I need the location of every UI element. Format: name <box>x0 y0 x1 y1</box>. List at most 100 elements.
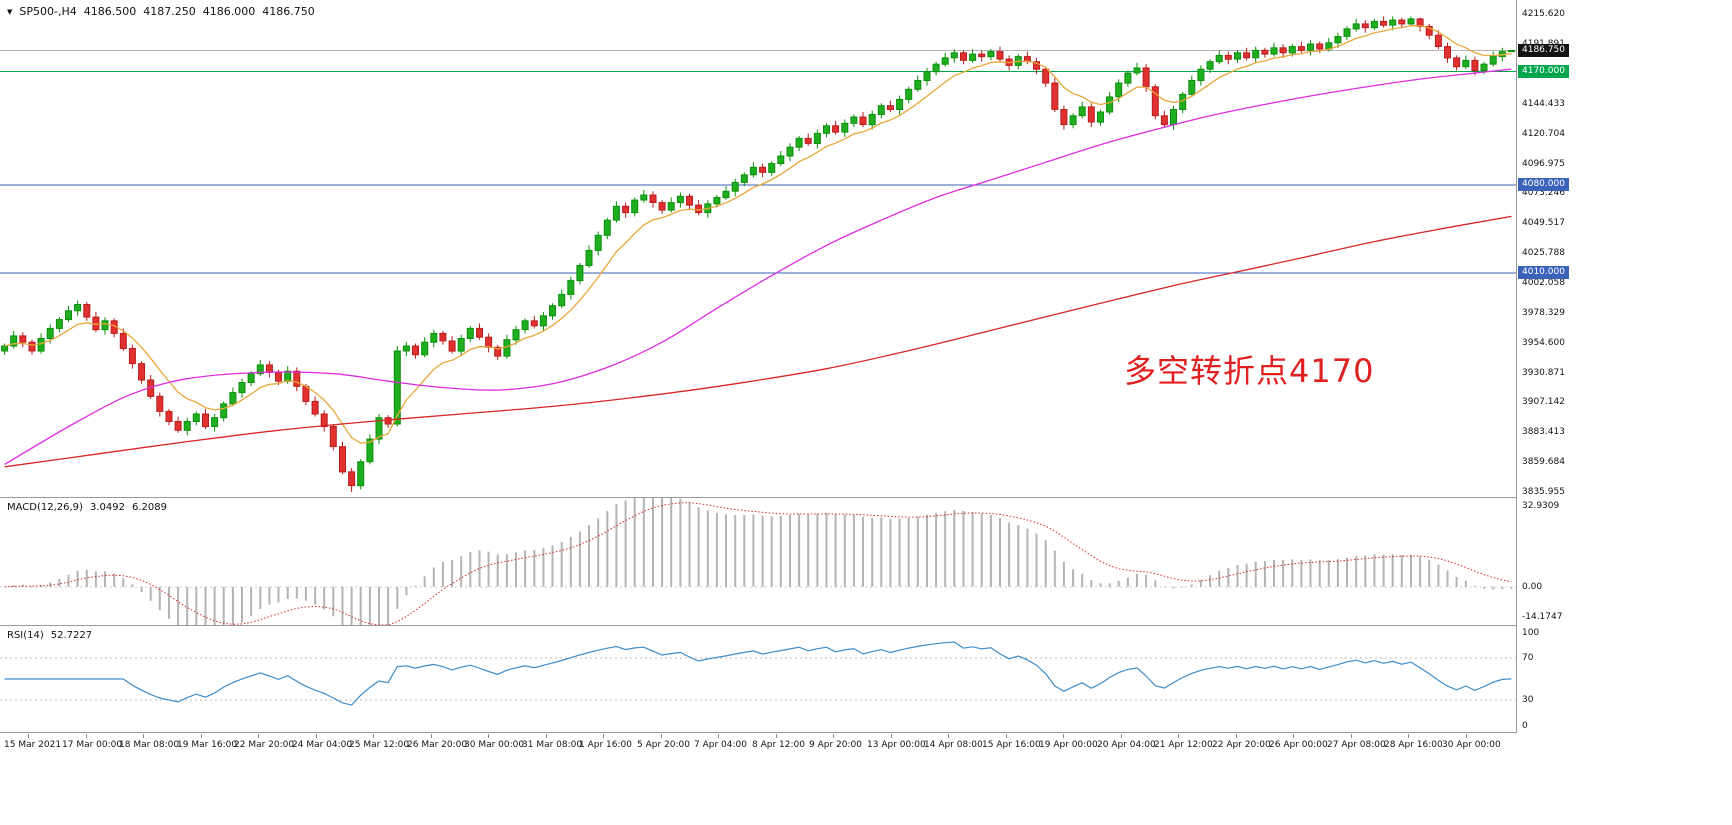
time-tick <box>1236 734 1237 738</box>
candle-up <box>1489 51 1497 67</box>
candle-down <box>28 339 36 355</box>
time-axis-label: 22 Mar 20:00 <box>234 740 295 750</box>
macd-axis-label: 0.00 <box>1522 582 1543 592</box>
candle-down <box>1453 55 1461 71</box>
candle-up <box>950 49 958 63</box>
panel-separator[interactable] <box>0 497 1732 498</box>
candle-up <box>220 401 228 422</box>
time-tick <box>833 734 834 738</box>
candle-down <box>1398 17 1406 28</box>
price-axis-label: 4002.058 <box>1522 278 1565 288</box>
candle-down <box>448 335 456 354</box>
ohlc-header: ▼ SP500-,H4 4186.500 4187.250 4186.000 4… <box>7 5 315 18</box>
candle-down <box>1416 17 1424 32</box>
ma-fast-line <box>4 24 1512 444</box>
collapse-icon[interactable]: ▼ <box>7 8 13 16</box>
candle-down <box>1151 84 1159 120</box>
candle-up <box>1206 59 1214 73</box>
candle-up <box>612 201 620 223</box>
candle-down <box>138 361 146 384</box>
time-tick <box>1293 734 1294 738</box>
price-axis-label: 4073.246 <box>1522 188 1565 198</box>
price-axis-label: 3907.142 <box>1522 397 1565 407</box>
candle-up <box>768 161 776 177</box>
candle-up <box>1124 70 1132 87</box>
time-tick <box>1006 734 1007 738</box>
price-axis[interactable]: 4215.6204191.8914168.1624144.4334120.704… <box>1516 0 1732 733</box>
candle-down <box>1380 16 1388 28</box>
candle-down <box>412 343 419 359</box>
time-axis-label: 8 Apr 12:00 <box>752 740 805 750</box>
candle-up <box>1370 18 1378 31</box>
candle-up <box>1334 32 1342 48</box>
time-tick <box>431 734 432 738</box>
candle-down <box>1051 78 1059 112</box>
candle-up <box>192 411 200 426</box>
candle-down <box>530 315 538 329</box>
macd-panel[interactable] <box>0 498 1516 625</box>
candle-up <box>868 110 876 130</box>
chart-annotation[interactable]: 多空转折点4170 <box>1124 352 1375 390</box>
candle-down <box>686 193 693 209</box>
candle-up <box>576 263 584 285</box>
candle-up <box>521 318 529 334</box>
candle-up <box>923 67 931 86</box>
candle-up <box>430 329 438 348</box>
macd-axis-label: -14.1747 <box>1522 612 1563 622</box>
candle-down <box>110 318 118 338</box>
time-axis-label: 14 Apr 08:00 <box>924 740 983 750</box>
candle-up <box>229 387 237 407</box>
candle-up <box>558 289 566 309</box>
candle-up <box>466 325 474 343</box>
candle-down <box>311 396 319 417</box>
time-tick <box>1121 734 1122 738</box>
time-axis-label: 28 Apr 16:00 <box>1384 740 1443 750</box>
price-axis-label: 4215.620 <box>1522 9 1565 19</box>
symbol-timeframe: SP500-,H4 <box>19 5 77 18</box>
time-axis-label: 26 Mar 20:00 <box>407 740 468 750</box>
candle-down <box>1279 44 1287 58</box>
close-value: 4186.750 <box>262 5 315 18</box>
candle-up <box>777 151 785 167</box>
time-axis-label: 31 Mar 08:00 <box>522 740 583 750</box>
rsi-value: 52.7227 <box>50 630 93 641</box>
time-axis-label: 30 Apr 00:00 <box>1442 740 1501 750</box>
candle-down <box>485 333 493 353</box>
candle-down <box>1160 110 1168 128</box>
candle-down <box>476 323 483 340</box>
candle-down <box>1060 105 1068 130</box>
main-chart-panel[interactable] <box>0 0 1516 497</box>
ma-slow-line <box>4 215 1512 468</box>
candle-up <box>393 346 401 427</box>
candle-up <box>1462 55 1470 70</box>
candle-up <box>1078 101 1086 119</box>
candle-down <box>202 408 209 430</box>
candle-down <box>265 361 273 378</box>
candle-down <box>92 312 100 333</box>
candle-up <box>676 192 684 208</box>
candle-up <box>841 119 849 138</box>
candle-down <box>1425 23 1433 39</box>
time-axis-label: 25 Mar 12:00 <box>349 740 410 750</box>
candle-down <box>83 302 91 321</box>
panel-separator[interactable] <box>0 732 1732 733</box>
price-axis-label: 4144.433 <box>1522 99 1565 109</box>
candle-up <box>1069 113 1077 129</box>
candle-up <box>512 325 520 345</box>
rsi-panel[interactable] <box>0 626 1516 732</box>
candle-up <box>1352 18 1360 32</box>
candle-down <box>1444 42 1451 63</box>
candle-up <box>567 276 575 300</box>
candle-up <box>1234 50 1241 63</box>
time-axis[interactable]: 15 Mar 2021 17 Mar 00:00 18 Mar 08:00 19 Ma… <box>0 733 1516 755</box>
rsi-axis-label: 30 <box>1522 695 1534 705</box>
panel-separator[interactable] <box>0 625 1732 626</box>
time-axis-label: 1 Apr 16:00 <box>579 740 632 750</box>
candle-down <box>886 100 894 112</box>
candle-up <box>238 378 246 398</box>
time-axis-label: 24 Mar 04:00 <box>292 740 353 750</box>
candle-down <box>1033 57 1040 75</box>
time-axis-label: 19 Mar 16:00 <box>177 740 238 750</box>
candle-down <box>384 415 392 428</box>
